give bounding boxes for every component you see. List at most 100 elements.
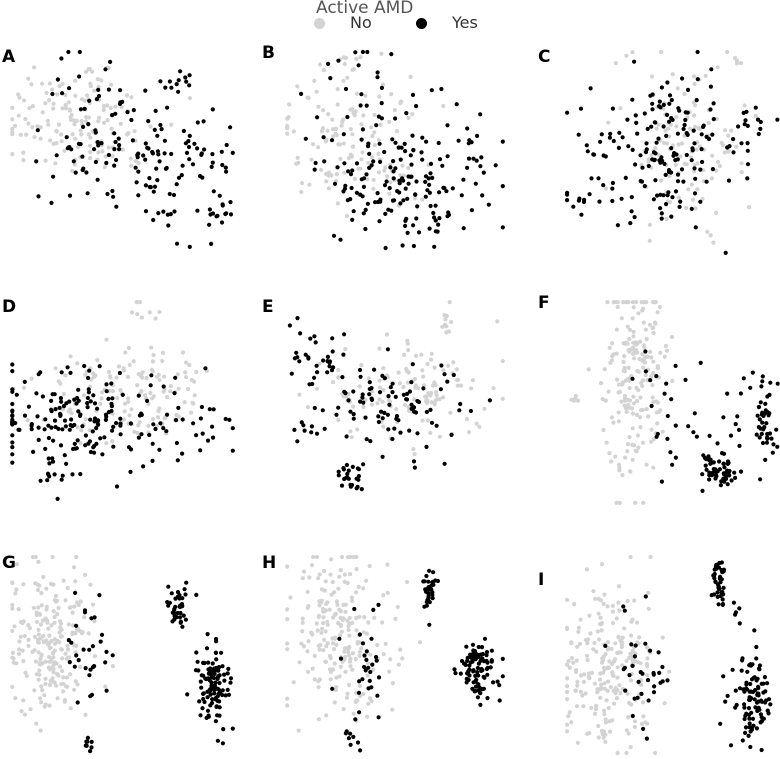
point-yes	[389, 208, 394, 213]
point-yes	[721, 461, 726, 466]
point-yes	[208, 692, 213, 697]
point-yes	[361, 462, 366, 467]
point-yes	[348, 731, 353, 736]
point-yes	[351, 209, 356, 214]
point-yes	[201, 691, 206, 696]
point-yes	[723, 250, 728, 255]
point-yes	[62, 453, 67, 458]
point-no	[676, 195, 682, 200]
legend-title: Active AMD	[316, 0, 414, 18]
point-yes	[359, 487, 364, 492]
point-no	[576, 629, 581, 635]
point-yes	[230, 726, 235, 731]
point-yes	[401, 178, 406, 183]
point-yes	[476, 673, 481, 678]
point-no	[693, 206, 698, 211]
point-yes	[475, 133, 480, 138]
point-yes	[87, 647, 92, 652]
point-yes	[177, 604, 182, 609]
point-no	[21, 385, 27, 390]
point-yes	[397, 178, 402, 183]
point-yes	[426, 587, 431, 592]
point-yes	[648, 648, 653, 653]
point-yes	[747, 721, 752, 726]
point-yes	[65, 146, 70, 151]
point-yes	[721, 674, 726, 679]
point-no	[673, 162, 678, 167]
point-yes	[748, 385, 753, 390]
point-yes	[737, 606, 742, 611]
point-no	[165, 395, 170, 400]
point-no	[694, 147, 699, 152]
point-yes	[738, 469, 744, 474]
point-no	[110, 439, 115, 444]
point-no	[441, 368, 446, 373]
point-yes	[177, 593, 182, 598]
point-no	[343, 654, 348, 660]
point-yes	[430, 590, 435, 595]
point-yes	[117, 370, 122, 376]
point-yes	[344, 462, 349, 468]
point-no	[627, 327, 633, 332]
point-no	[643, 373, 648, 378]
point-yes	[755, 676, 760, 681]
point-no	[623, 341, 628, 346]
point-no	[285, 607, 290, 612]
point-no	[653, 321, 658, 326]
point-no	[74, 118, 79, 123]
point-no	[607, 345, 612, 350]
point-yes	[197, 699, 202, 704]
point-no	[444, 313, 449, 319]
point-no	[57, 83, 62, 89]
point-no	[381, 593, 386, 598]
point-no	[53, 641, 58, 646]
point-no	[83, 572, 88, 578]
point-yes	[649, 124, 654, 129]
point-no	[609, 415, 615, 420]
point-no	[334, 642, 339, 647]
point-yes	[84, 739, 89, 744]
point-no	[157, 377, 162, 383]
point-no	[333, 687, 338, 693]
point-yes	[36, 194, 41, 199]
point-no	[58, 621, 64, 626]
point-yes	[330, 686, 335, 691]
point-yes	[720, 570, 725, 575]
point-yes	[487, 398, 492, 403]
point-no	[35, 587, 41, 593]
point-yes	[97, 593, 102, 598]
point-yes	[110, 113, 115, 118]
point-no	[649, 152, 654, 157]
point-no	[76, 602, 81, 608]
point-yes	[96, 87, 101, 92]
point-yes	[665, 413, 670, 419]
point-yes	[655, 431, 660, 437]
point-no	[148, 390, 153, 396]
point-yes	[464, 676, 469, 682]
point-yes	[193, 668, 198, 673]
point-no	[565, 684, 570, 689]
point-no	[567, 665, 572, 670]
point-no	[635, 660, 641, 665]
point-yes	[704, 134, 709, 139]
point-yes	[339, 483, 345, 488]
point-no	[398, 101, 403, 106]
point-no	[63, 93, 68, 98]
point-no	[62, 698, 67, 703]
point-no	[565, 662, 570, 667]
point-no	[394, 129, 399, 134]
point-yes	[43, 417, 48, 422]
point-no	[140, 370, 145, 375]
point-no	[604, 698, 609, 703]
point-no	[330, 579, 335, 585]
point-no	[599, 628, 604, 633]
point-yes	[308, 336, 313, 341]
point-yes	[391, 169, 396, 174]
point-no	[314, 89, 319, 94]
point-no	[331, 641, 336, 646]
point-yes	[409, 174, 414, 179]
point-no	[78, 128, 83, 133]
point-no	[285, 131, 290, 136]
point-no	[454, 367, 459, 372]
point-yes	[76, 658, 81, 663]
